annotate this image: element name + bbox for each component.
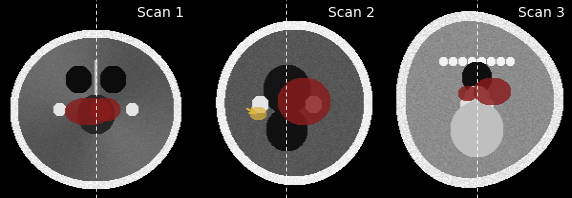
Text: Scan 2: Scan 2 xyxy=(328,6,375,20)
Text: Scan 1: Scan 1 xyxy=(137,6,184,20)
Text: Scan 3: Scan 3 xyxy=(518,6,565,20)
